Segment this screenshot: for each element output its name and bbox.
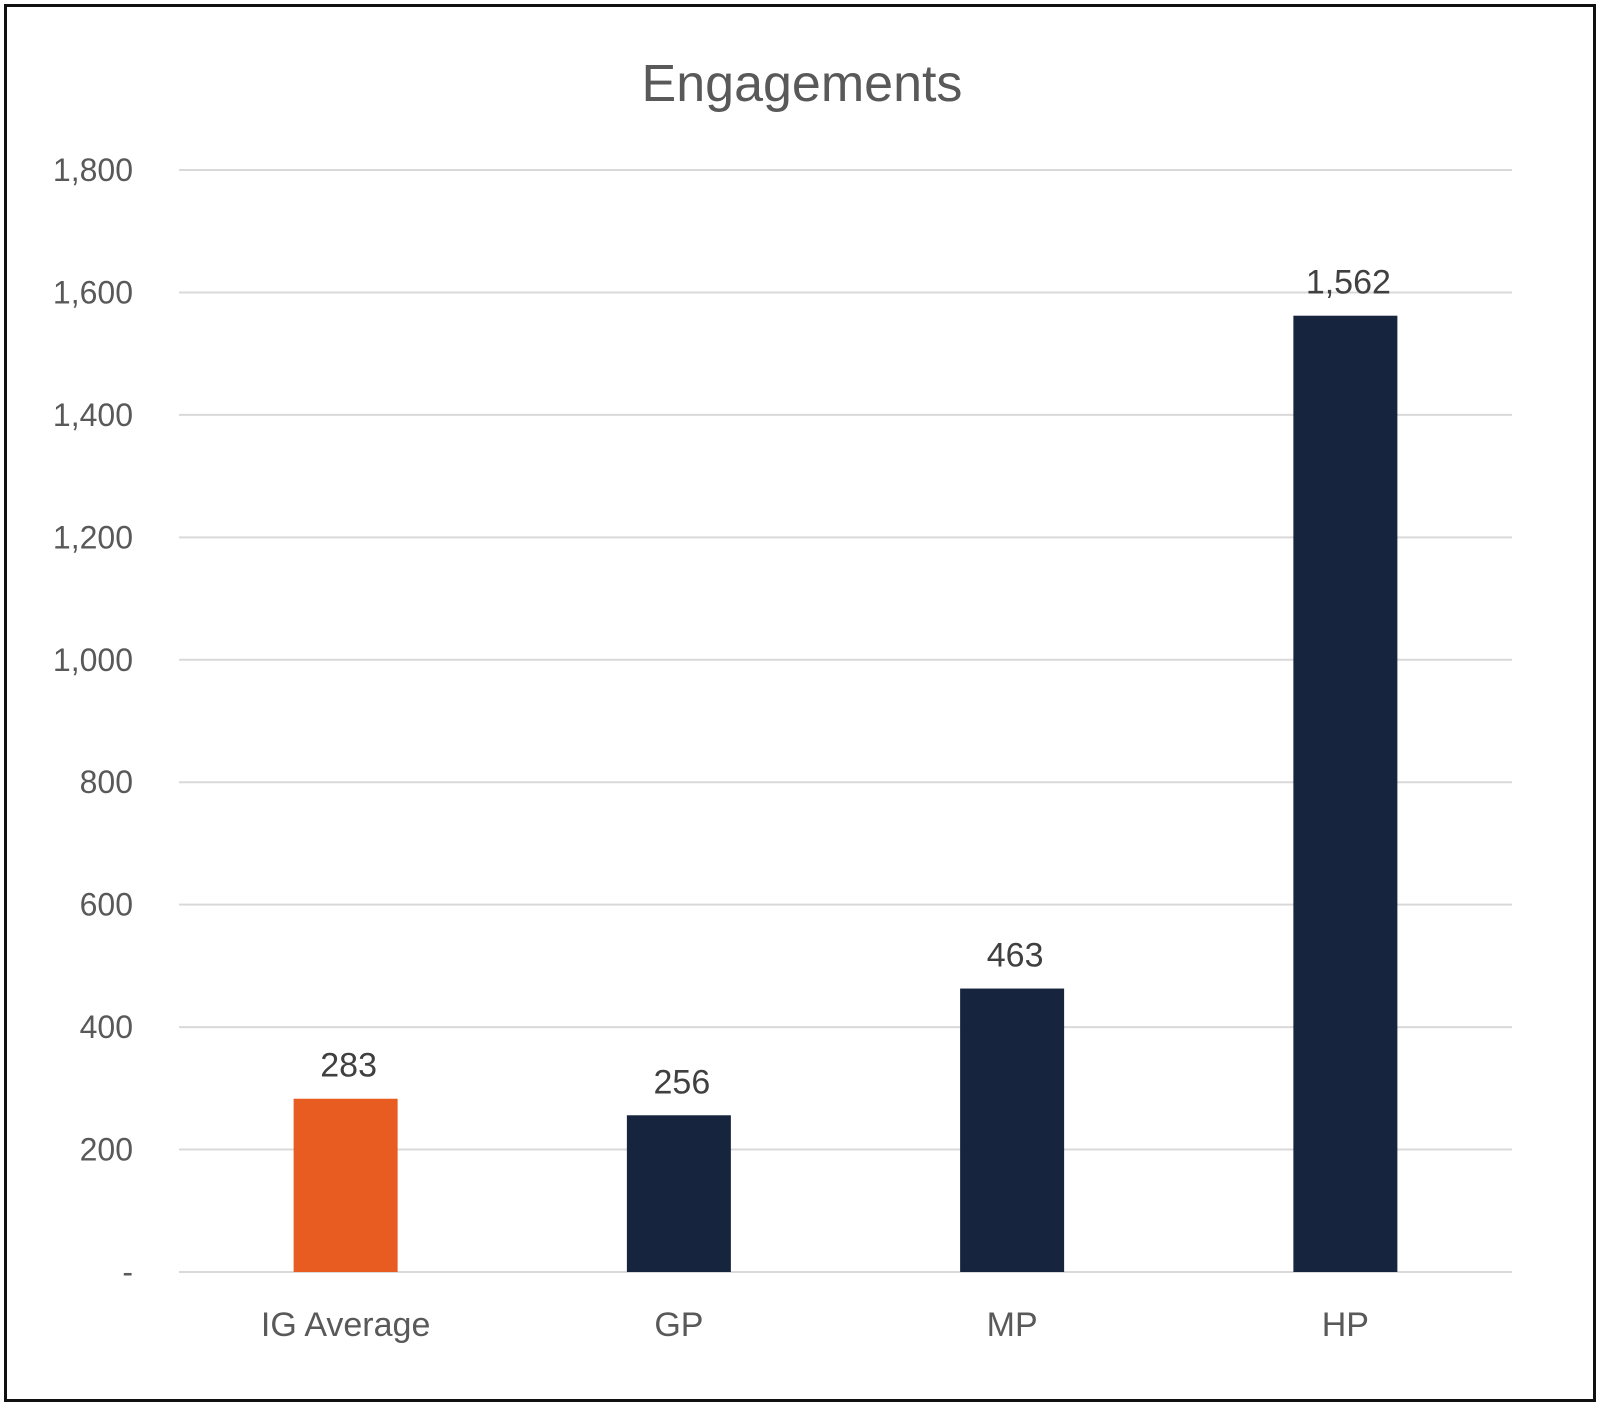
chart-frame: Engagements - 200 400 600 800 1,000 1,200 1,400…	[4, 4, 1596, 1402]
y-tick-label: 400	[80, 1009, 133, 1045]
bar-chart: Engagements - 200 400 600 800 1,000 1,200 1,400…	[53, 55, 1512, 1344]
y-tick-label: 1,400	[53, 397, 133, 433]
y-tick-label: 1,200	[53, 519, 133, 555]
category-label: HP	[1322, 1306, 1369, 1344]
y-tick-label: 1,800	[53, 152, 133, 188]
y-tick-label: 600	[80, 887, 133, 923]
bars	[293, 315, 1398, 1273]
data-label: 283	[320, 1047, 377, 1085]
y-tick-label: 1,600	[53, 274, 133, 310]
y-tick-label: -	[122, 1254, 133, 1290]
category-label: MP	[987, 1306, 1038, 1344]
data-label: 463	[987, 937, 1044, 975]
data-label: 1,562	[1306, 264, 1391, 302]
y-tick-label: 1,000	[53, 642, 133, 678]
data-label: 256	[654, 1063, 711, 1101]
bar	[626, 1115, 731, 1272]
bar	[1293, 315, 1398, 1273]
data-labels: 283 256 463 1,562	[320, 264, 1391, 1102]
bar	[960, 988, 1065, 1272]
chart-title: Engagements	[642, 55, 963, 113]
category-label: IG Average	[261, 1306, 431, 1344]
y-tick-label: 800	[80, 764, 133, 800]
bar	[293, 1098, 398, 1272]
y-tick-label: 200	[80, 1132, 133, 1168]
y-axis-ticks: - 200 400 600 800 1,000 1,200 1,400 1,600 1,800	[53, 152, 133, 1290]
category-label: GP	[654, 1306, 703, 1344]
x-axis-categories: IG Average GP MP HP	[261, 1306, 1369, 1344]
gridlines	[179, 169, 1512, 1273]
